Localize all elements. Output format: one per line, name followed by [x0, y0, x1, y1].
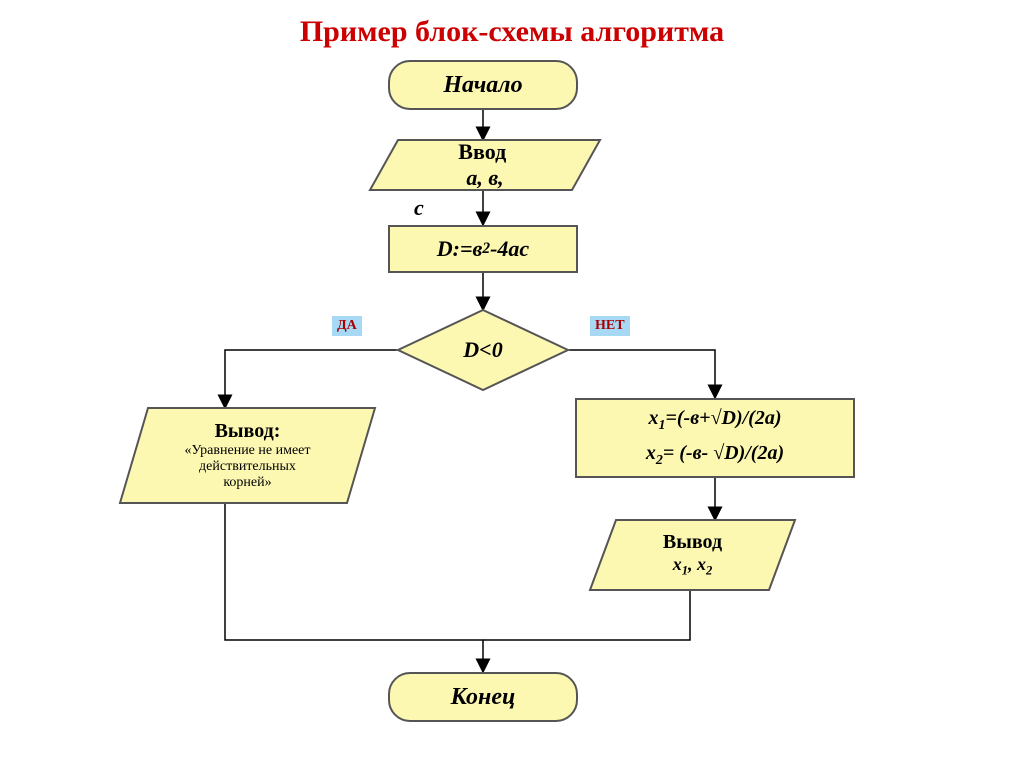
- node-input: Ввод a, в,: [370, 140, 600, 190]
- node-end: Конец: [388, 672, 578, 722]
- node-calc: D:=в2-4ас: [388, 225, 578, 273]
- svg-text:D<0: D<0: [462, 337, 502, 362]
- node-start: Начало: [388, 60, 578, 110]
- branch-label-no: НЕТ: [590, 316, 630, 336]
- node-out_no: Вывод:«Уравнение не имеетдействительныхк…: [120, 408, 375, 503]
- diagram-title: Пример блок-схемы алгоритма: [0, 15, 1024, 49]
- diagram-svg-layer: D<0: [0, 0, 1024, 767]
- node-roots: x1=(-в+√D)/(2a)x2= (-в- √D)/(2a): [575, 398, 855, 478]
- node-out_x: Выводx1, x2: [590, 520, 795, 590]
- branch-label-yes: ДА: [332, 316, 362, 336]
- node-input_c: с: [414, 195, 424, 221]
